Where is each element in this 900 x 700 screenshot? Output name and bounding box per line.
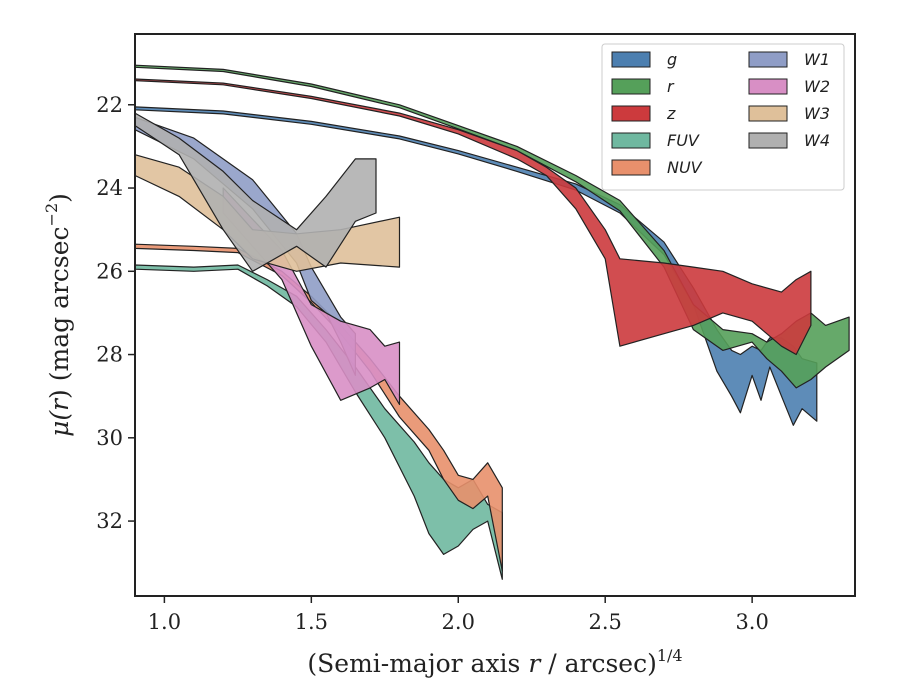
legend-swatch-w4 [748,132,788,149]
y-tick-label: 24 [96,176,123,200]
legend-label-w3: W3 [804,104,830,123]
y-axis-label-mid: ) (mag arcsec [45,226,74,399]
series-bands [134,64,850,580]
legend-swatch-r [611,78,651,95]
y-tick-label: 28 [96,343,123,367]
plot-frame [134,33,856,597]
x-tick-label: 2.5 [589,610,622,634]
legend-label-w1: W1 [804,50,830,69]
y-tick-label: 32 [96,509,123,533]
legend-swatch-w3 [748,105,788,122]
y-axis-label-sup: −2 [42,203,61,227]
x-axis-label-mid: / arcsec) [540,649,657,678]
legend-swatch-fuv [611,132,651,149]
legend-swatch-g [611,51,651,68]
y-tick-label: 22 [96,93,123,117]
legend-label-fuv: FUV [667,131,700,150]
legend-label-z: z [666,104,676,123]
legend-label-w2: W2 [804,77,830,96]
band-z [134,78,812,356]
legend-label-w4: W4 [804,131,830,150]
y-axis-ticks: 22 24 26 28 30 32 [96,93,135,533]
x-axis-ticks: 1.0 1.5 2.0 2.5 3.0 [148,596,769,634]
y-axis-label-main: μ( [45,410,74,437]
y-axis-label-var: r [45,397,74,411]
x-axis-label-var: r [528,649,542,678]
x-tick-label: 3.0 [735,610,768,634]
legend-swatch-w2 [748,78,788,95]
band-w4 [134,112,377,272]
y-tick-label: 30 [96,426,123,450]
legend-swatch-z [611,105,651,122]
y-axis-label: μ(r) (mag arcsec−2) [42,193,74,437]
y-axis-label-end: ) [45,193,74,203]
y-tick-label: 26 [96,259,123,283]
x-axis-label-sup: 1/4 [657,646,683,665]
x-axis-label: (Semi-major axis r / arcsec)1/4 [307,646,682,678]
legend-label-r: r [667,77,675,96]
legend-label-nuv: NUV [667,158,703,177]
x-tick-label: 2.0 [442,610,475,634]
x-axis-label-main: (Semi-major axis [307,649,528,678]
legend-label-g: g [667,50,677,69]
legend: grz FUV NUV W1 W2 W3 W4 [601,43,845,191]
legend-swatch-w1 [748,51,788,68]
x-tick-label: 1.0 [148,610,181,634]
x-tick-label: 1.5 [295,610,328,634]
legend-swatch-nuv [611,159,651,176]
